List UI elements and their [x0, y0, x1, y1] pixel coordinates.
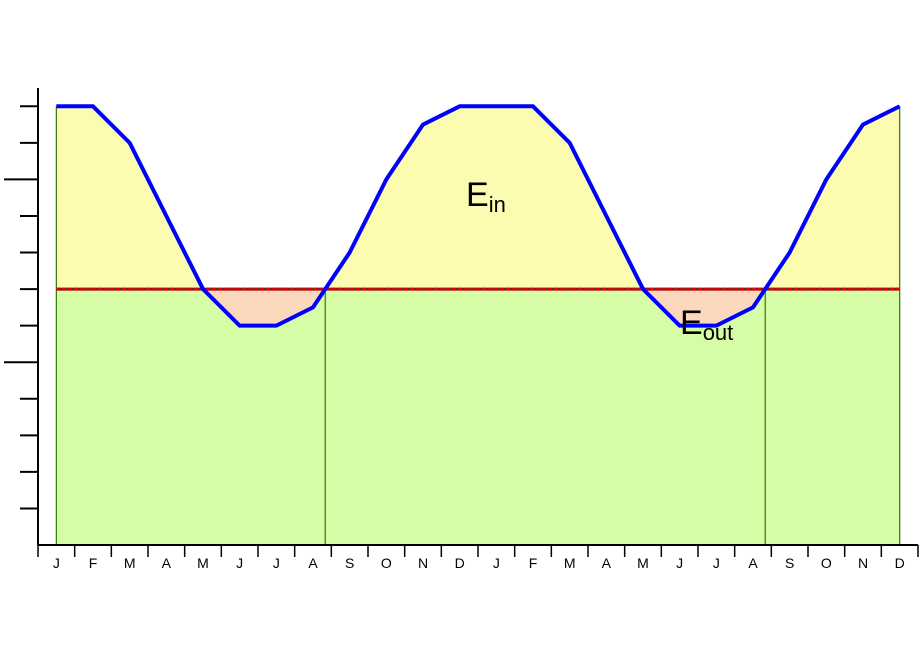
x-tick-label: J	[493, 555, 500, 571]
x-tick-label: F	[529, 555, 538, 571]
x-tick-label: O	[381, 555, 392, 571]
x-tick-label: M	[564, 555, 576, 571]
e-out-area	[56, 289, 900, 326]
x-tick-label: D	[895, 555, 905, 571]
area-fills	[56, 106, 900, 545]
e-in-main: E	[466, 176, 489, 214]
e-in-area	[56, 106, 900, 290]
x-tick-label: J	[53, 555, 60, 571]
x-tick-label: D	[455, 555, 465, 571]
x-tick-label: M	[124, 555, 136, 571]
x-tick-label: A	[748, 555, 758, 571]
annotations: Ein Eout	[466, 176, 733, 345]
energy-curve	[56, 104, 901, 328]
x-tick-label: M	[197, 555, 209, 571]
e-in-label: Ein	[466, 176, 506, 217]
x-tick-label: S	[345, 555, 354, 571]
x-tick-label: J	[713, 555, 720, 571]
axes	[4, 88, 919, 557]
x-tick-label: F	[89, 555, 98, 571]
x-tick-label: A	[308, 555, 318, 571]
e-out-label: Eout	[680, 304, 733, 345]
x-tick-label: J	[273, 555, 280, 571]
x-tick-label: A	[162, 555, 172, 571]
base-area	[56, 289, 900, 545]
x-tick-label: S	[785, 555, 794, 571]
x-tick-label: J	[676, 555, 683, 571]
x-tick-label: O	[821, 555, 832, 571]
e-in-sub: in	[489, 192, 506, 217]
crossing-dividers	[55, 106, 901, 545]
energy-curve-group	[56, 104, 901, 328]
x-tick-label: N	[418, 555, 428, 571]
x-tick-label: A	[602, 555, 612, 571]
x-tick-label: N	[858, 555, 868, 571]
e-out-main: E	[680, 304, 703, 342]
e-out-sub: out	[703, 320, 734, 345]
x-tick-label: M	[637, 555, 649, 571]
x-tick-label: J	[236, 555, 243, 571]
